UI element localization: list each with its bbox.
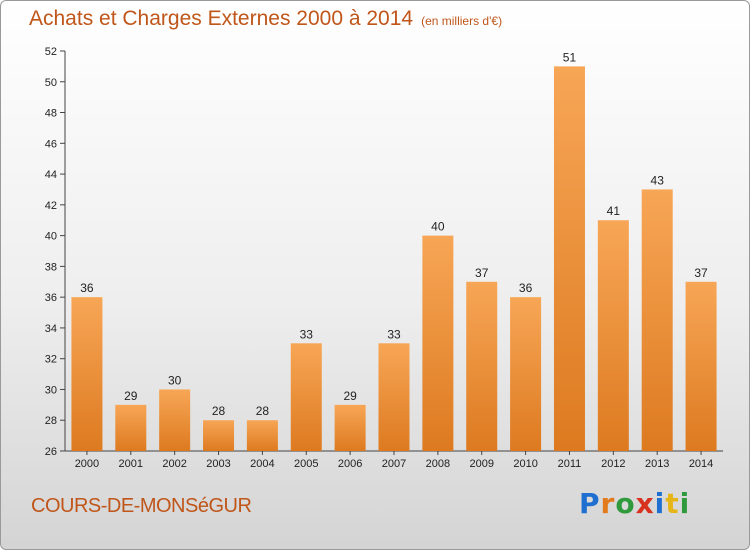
logo-letter: x [635,487,655,520]
bar-2006 [334,404,366,451]
chart-unit: (en milliers d'€) [421,14,503,28]
y-tick-label: 28 [45,415,57,427]
bar-2012 [597,220,629,451]
x-tick-label: 2004 [250,458,274,470]
data-label-2006: 29 [343,389,357,403]
logo-letter: t [665,487,680,520]
bar-2002 [159,389,191,451]
bar-2007 [378,343,410,451]
location-name: COURS-DE-MONSéGUR [31,495,252,517]
data-label-2000: 36 [80,281,94,295]
bar-2010 [510,297,542,451]
x-tick-label: 2014 [689,458,713,470]
bar-2009 [466,281,498,451]
logo-letter: o [615,487,636,520]
data-label-2014: 37 [694,266,708,280]
data-label-2009: 37 [475,266,489,280]
y-tick-label: 32 [45,354,57,366]
data-label-2004: 28 [256,404,270,418]
y-tick-label: 36 [45,292,57,304]
bars [71,66,717,451]
bar-2011 [553,66,585,451]
data-label-2008: 40 [431,220,445,234]
data-label-2003: 28 [212,404,226,418]
logo-letter: i [679,487,691,520]
x-tick-label: 2005 [294,458,318,470]
logo-letter: i [654,487,666,520]
bar-2014 [685,281,717,451]
logo-letter: r [600,487,616,520]
x-tick-label: 2013 [645,458,669,470]
bar-2001 [115,404,147,451]
y-tick-label: 50 [45,77,57,89]
data-labels: 36 29 30 28 28 33 29 33 40 37 36 51 41 43 37 [80,50,708,418]
bar-2003 [203,420,235,451]
x-tick-label: 2000 [75,458,99,470]
x-tick-label: 2012 [601,458,625,470]
bar-2013 [641,189,673,451]
data-label-2002: 30 [168,373,182,387]
y-tick-label: 48 [45,108,57,120]
x-tick-label: 2008 [426,458,450,470]
x-tick-label: 2003 [206,458,230,470]
x-tick-label: 2007 [382,458,406,470]
x-tick-label: 2011 [558,458,582,470]
x-tick-label: 2009 [469,458,493,470]
y-tick-label: 34 [45,323,57,335]
logo-letter: P [579,487,601,520]
data-label-2005: 33 [300,327,314,341]
bar-2008 [422,235,454,451]
y-tick-label: 26 [45,446,57,458]
y-tick-label: 40 [45,231,57,243]
x-tick-label: 2002 [162,458,186,470]
data-label-2010: 36 [519,281,533,295]
data-label-2007: 33 [387,327,401,341]
y-tick-label: 42 [45,200,57,212]
bar-2005 [290,343,322,451]
y-tick-label: 52 [45,46,57,58]
data-label-2013: 43 [651,173,665,187]
y-tick-label: 38 [45,261,57,273]
data-label-2001: 29 [124,389,138,403]
proxiti-logo: Proxiti [579,487,690,520]
y-tick-label: 30 [45,384,57,396]
x-tick-label: 2010 [513,458,537,470]
data-label-2011: 51 [563,50,577,64]
chart-title: Achats et Charges Externes 2000 à 2014 (e… [29,7,502,31]
y-tick-label: 44 [45,169,57,181]
chart-title-text: Achats et Charges Externes 2000 à 2014 [29,7,414,30]
data-label-2012: 41 [607,204,621,218]
y-tick-label: 46 [45,138,57,150]
x-tick-label: 2001 [119,458,143,470]
bar-2004 [246,420,278,451]
bar-2000 [71,297,103,451]
x-tick-label: 2006 [338,458,362,470]
